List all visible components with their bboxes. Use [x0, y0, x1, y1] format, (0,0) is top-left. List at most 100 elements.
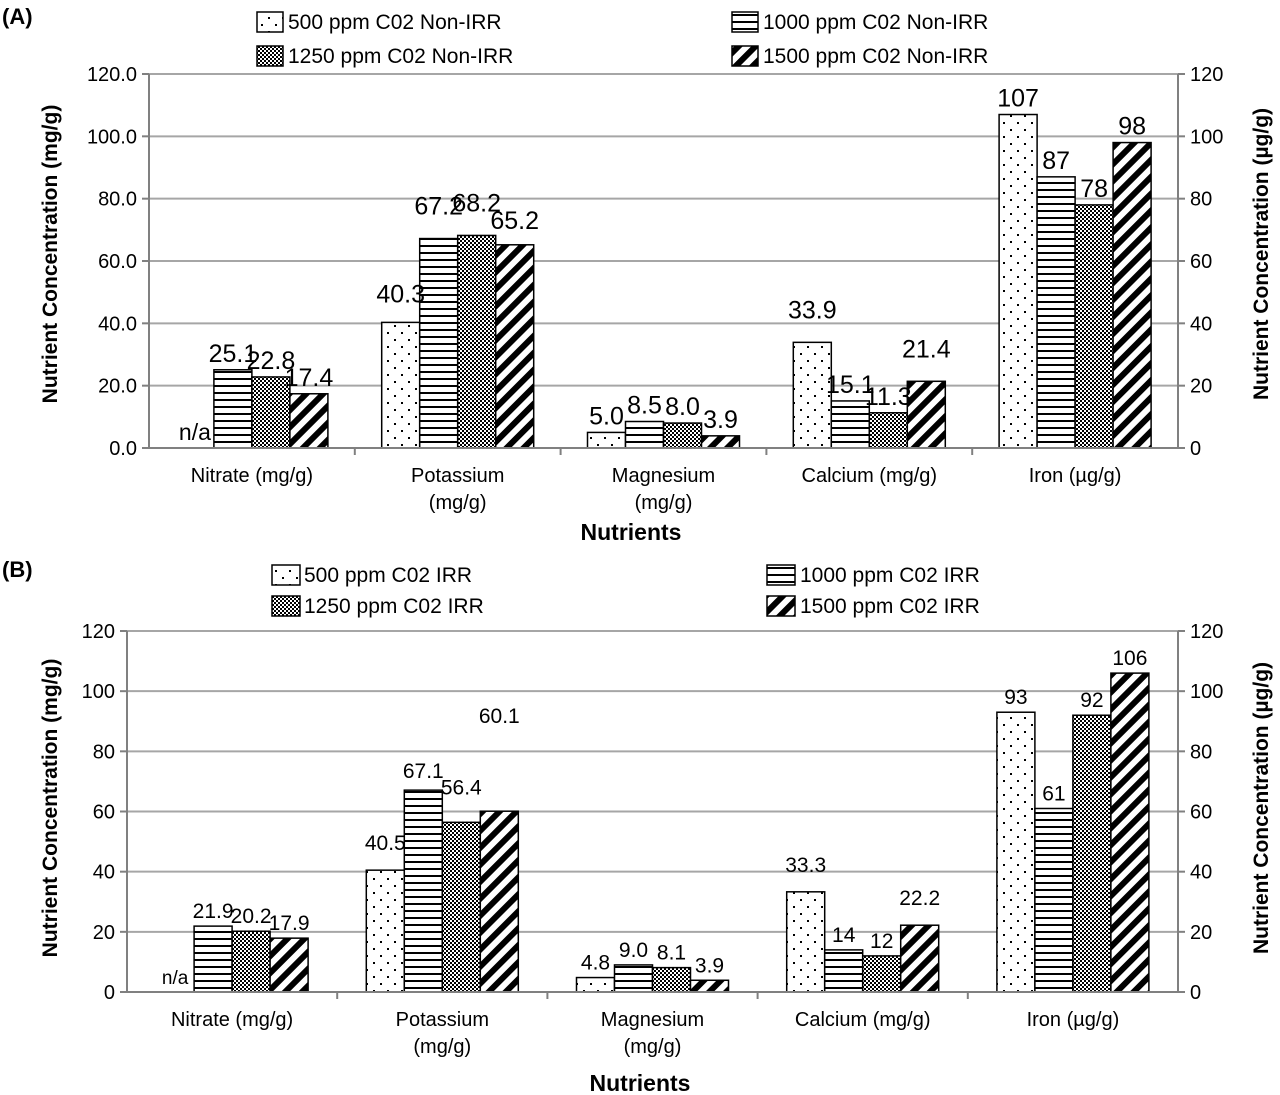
data-label: 4.8: [581, 952, 610, 975]
bar: [830, 400, 871, 449]
data-label: 22.2: [899, 887, 940, 910]
legend-swatch: [731, 11, 759, 33]
legend-label: 1000 ppm C02 Non-IRR: [763, 11, 988, 34]
chart-panel-b: (B) 500 ppm C02 IRR 1000 ppm C02 IRR 125…: [2, 557, 1273, 1095]
legend-label: 500 ppm C02 Non-IRR: [288, 11, 502, 34]
x-tick-label: (mg/g): [429, 492, 487, 514]
legend-label: 1250 ppm C02 IRR: [304, 595, 484, 618]
data-label: 60.1: [479, 705, 520, 728]
y-tick-label-left: 80.0: [98, 189, 137, 211]
data-label: 107: [997, 85, 1039, 113]
bar: [441, 821, 482, 993]
y-tick-label-left: 60: [93, 802, 115, 824]
data-label: 33.9: [788, 296, 837, 324]
legend-swatch: [271, 564, 301, 586]
data-label: 17.4: [285, 364, 334, 392]
bar: [624, 420, 665, 449]
y-tick-label-right: 80: [1190, 741, 1212, 763]
bar: [269, 937, 309, 993]
x-tick-label: Nitrate (mg/g): [191, 465, 313, 487]
y-tick-label-left: 0: [104, 982, 115, 1004]
data-label: 65.2: [490, 207, 539, 235]
bar: [662, 422, 703, 449]
data-label: 78: [1080, 175, 1108, 203]
data-label: 98: [1118, 113, 1146, 141]
bar: [289, 393, 329, 449]
y-tick-label-right: 100: [1190, 681, 1223, 703]
x-tick-label: Nitrate (mg/g): [171, 1009, 293, 1031]
y-tick-label-left: 80: [93, 741, 115, 763]
y-tick-label-right: 0: [1190, 438, 1201, 460]
data-label: 8.1: [657, 942, 686, 965]
legend-item: 1500 ppm C02 Non-IRR: [731, 45, 988, 68]
y-tick-label-left: 60.0: [98, 251, 137, 273]
legend-item: 1250 ppm C02 Non-IRR: [256, 45, 513, 68]
data-label: 40.5: [365, 832, 406, 855]
y-axis-title-right: Nutrient Concentration (µg/g): [1250, 108, 1273, 400]
data-label: 5.0: [589, 402, 624, 430]
x-tick-label: Magnesium: [612, 465, 715, 487]
x-tick-label: (mg/g): [624, 1036, 682, 1058]
bar: [1074, 204, 1114, 449]
data-label: 12: [870, 930, 893, 953]
x-tick-label: (mg/g): [413, 1036, 471, 1058]
bar: [651, 966, 692, 993]
data-label: 92: [1080, 689, 1103, 712]
y-tick-label-left: 120.0: [87, 64, 137, 86]
data-label: 25.1: [209, 340, 258, 368]
x-axis-title: Nutrients: [581, 519, 682, 545]
bar: [193, 925, 233, 993]
legend-swatch: [256, 11, 284, 33]
x-tick-label: Magnesium: [601, 1009, 704, 1031]
chart-panel-a: (A) 500 ppm C02 Non-IRR 1000 ppm C02 Non…: [2, 4, 1273, 545]
data-label: 106: [1112, 647, 1147, 670]
data-label: 15.1: [826, 371, 875, 399]
bar: [700, 435, 741, 449]
y-tick-label-right: 100: [1190, 126, 1223, 148]
bar: [213, 369, 253, 449]
legend: 500 ppm C02 Non-IRR 1000 ppm C02 Non-IRR…: [256, 11, 988, 68]
data-label: 9.0: [619, 939, 648, 962]
data-label: 17.9: [269, 912, 310, 935]
data-label: 3.9: [703, 406, 738, 434]
legend-label: 1500 ppm C02 IRR: [800, 595, 980, 618]
bar: [403, 789, 444, 993]
bar: [1036, 176, 1076, 449]
y-axis-title-left: Nutrient Concentration (mg/g): [39, 105, 62, 404]
y-tick-label-right: 60: [1190, 802, 1212, 824]
data-label: 3.9: [695, 954, 724, 977]
bar: [418, 237, 459, 449]
bar: [861, 955, 902, 993]
x-tick-label: Potassium: [411, 465, 504, 487]
data-label: 22.8: [247, 347, 296, 375]
legend-item: 500 ppm C02 Non-IRR: [256, 11, 502, 34]
y-axis-title-right: Nutrient Concentration (µg/g): [1250, 662, 1273, 954]
bar: [380, 321, 421, 449]
data-label: 56.4: [441, 776, 482, 799]
data-label: 87: [1042, 147, 1070, 175]
legend-label: 1500 ppm C02 Non-IRR: [763, 45, 988, 68]
data-label: 8.0: [665, 393, 700, 421]
bar: [456, 234, 497, 449]
legend-item: 1500 ppm C02 IRR: [766, 595, 980, 618]
bar: [868, 412, 909, 449]
y-tick-label-left: 20.0: [98, 376, 137, 398]
data-label: 20.2: [231, 905, 272, 928]
y-tick-label-left: 100.0: [87, 126, 137, 148]
bar: [792, 341, 833, 449]
data-label: 68.2: [452, 189, 501, 217]
y-tick-label-right: 120: [1190, 621, 1223, 643]
y-tick-label-right: 60: [1190, 251, 1212, 273]
data-label: 40.3: [376, 280, 425, 308]
data-label: 14: [832, 924, 856, 947]
x-tick-label: Calcium (mg/g): [802, 465, 938, 487]
data-label: 67.1: [403, 760, 444, 783]
data-label: 67.2: [414, 193, 463, 221]
y-tick-label-left: 40.0: [98, 313, 137, 335]
bar: [1072, 714, 1112, 993]
y-tick-label-right: 40: [1190, 313, 1212, 335]
bar: [1112, 141, 1152, 449]
bar: [479, 810, 520, 993]
y-tick-label-right: 20: [1190, 376, 1212, 398]
